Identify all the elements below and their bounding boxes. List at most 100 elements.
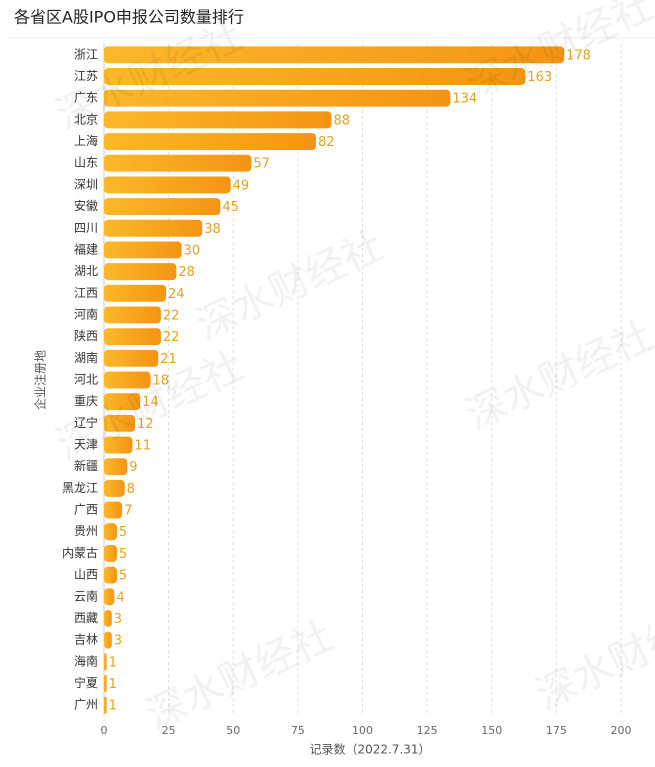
y-tick-label: 河北 [74,373,98,387]
data-label: 1 [109,677,117,692]
y-tick-label: 山东 [74,156,98,170]
y-tick-label: 广东 [74,91,98,105]
watermark: 深水财经社 [529,593,655,719]
y-tick-label: 吉林 [74,633,98,647]
data-label: 14 [142,395,159,410]
bar [104,544,117,562]
y-tick-label: 浙江 [74,47,98,61]
x-tick-label: 150 [481,724,502,737]
y-axis-label: 企业注册地 [33,350,48,410]
y-tick-label: 福建 [74,241,98,256]
data-label: 49 [233,178,250,193]
bar [104,414,136,432]
data-label: 12 [137,417,154,432]
bar [104,133,316,151]
y-tick-label: 重庆 [74,394,98,408]
bar [104,675,107,692]
data-label: 178 [566,48,591,63]
data-label: 1 [109,699,117,714]
bar [104,349,159,367]
watermark: 深水财经社 [139,613,340,739]
x-tick-label: 50 [226,724,240,737]
data-label: 8 [127,482,135,497]
data-label: 18 [153,374,170,389]
bar [104,328,161,346]
data-label: 22 [163,308,180,323]
data-label: 57 [253,157,270,172]
data-label: 9 [129,460,137,475]
bar [104,631,112,649]
x-axis-label: 记录数（2022.7.31） [309,742,430,757]
bar [104,198,221,216]
bar [104,393,141,411]
y-tick-label: 天津 [74,438,98,452]
x-tick-label: 0 [101,724,108,737]
data-label: 82 [318,135,335,150]
bar [104,263,177,281]
y-tick-label: 四川 [74,221,98,235]
data-label: 24 [168,287,185,302]
x-tick-label: 75 [291,724,305,737]
data-label: 22 [163,330,180,345]
bar [104,436,133,454]
data-label: 45 [222,200,239,215]
x-tick-label: 25 [162,724,176,737]
bar [104,696,107,714]
watermark: 深水财经社 [459,0,655,109]
y-tick-label: 黑龙江 [62,481,98,495]
data-label: 7 [124,504,132,519]
y-tick-label: 江西 [74,286,98,300]
y-tick-label: 内蒙古 [62,545,98,560]
data-label: 28 [178,265,195,280]
y-tick-label: 山西 [74,568,98,582]
bar [104,566,117,584]
bar [104,111,332,129]
bar [104,609,112,627]
bar [104,588,115,606]
y-tick-label: 北京 [74,112,98,126]
y-tick-label: 广西 [74,503,98,517]
data-label: 3 [114,634,122,649]
y-tick-label: 辽宁 [74,415,98,430]
bar [104,523,117,541]
bar [104,219,203,237]
data-label: 5 [119,525,127,540]
y-tick-label: 贵州 [74,524,98,538]
y-tick-label: 西藏 [74,611,98,625]
x-tick-label: 125 [417,724,438,737]
bar [104,653,107,671]
data-label: 30 [184,243,201,258]
bar [104,154,252,172]
data-label: 5 [119,569,127,584]
bar [104,306,161,324]
y-tick-label: 陕西 [74,328,98,343]
bar [104,68,526,85]
y-tick-label: 海南 [74,653,98,668]
y-tick-label: 新疆 [74,458,98,473]
y-tick-label: 河南 [74,306,98,321]
bar [104,89,451,107]
y-tick-label: 湖南 [74,350,98,365]
y-tick-label: 安徽 [74,198,98,213]
y-tick-label: 湖北 [74,263,98,278]
data-label: 38 [204,222,221,237]
y-tick-label: 云南 [74,588,98,603]
x-tick-label: 200 [611,724,632,737]
y-tick-label: 深圳 [74,177,98,191]
y-tick-label: 宁夏 [74,675,98,690]
y-tick-label: 江苏 [74,69,98,83]
data-label: 3 [114,612,122,627]
watermark: 深水财经社 [189,223,390,349]
data-label: 21 [160,352,177,367]
data-label: 88 [333,113,350,128]
bar [104,284,167,302]
data-label: 163 [527,70,552,85]
bar [104,479,125,497]
data-label: 1 [109,655,117,670]
data-label: 11 [134,439,151,454]
y-tick-label: 上海 [74,133,98,148]
chart-title: 各省区A股IPO申报公司数量排行 [14,8,244,27]
x-tick-label: 175 [546,724,567,737]
data-label: 5 [119,547,127,562]
